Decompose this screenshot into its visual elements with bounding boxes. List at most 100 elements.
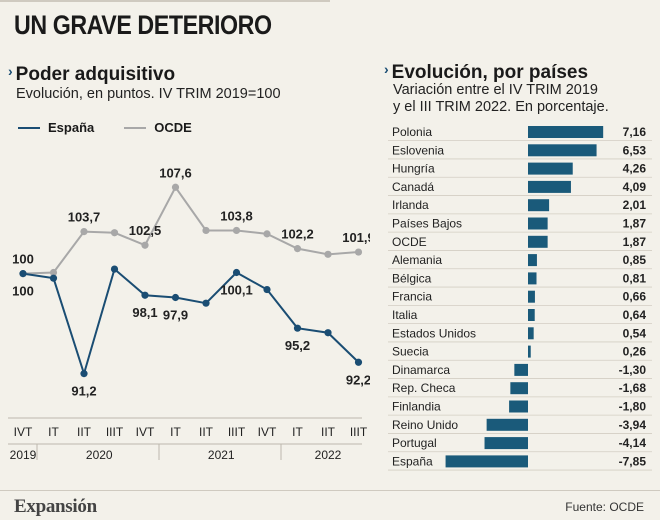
x-tick-label: IIT: [199, 425, 214, 439]
bar: [528, 235, 548, 248]
data-point-oecd: [354, 248, 363, 256]
value-label: 0,85: [623, 253, 647, 267]
value-label: 0,64: [623, 308, 647, 322]
right-title-text: Evolución, por países: [391, 62, 589, 83]
data-label-spain: 92,2: [346, 372, 370, 387]
value-label: 1,87: [623, 235, 647, 249]
category-label: Suecia: [392, 345, 429, 359]
bar: [445, 455, 528, 468]
line-chart: 100 91,2 98,1 97,9 100,1 95,2 92,2 100 103,7 102,…: [8, 165, 370, 462]
value-label: -3,94: [619, 418, 647, 432]
bar: [528, 180, 571, 193]
data-point-oecd: [202, 226, 210, 235]
bar: [514, 363, 528, 376]
data-label-oecd: 103,7: [68, 210, 101, 225]
category-label: España: [392, 454, 433, 468]
chevron-icon: ›: [8, 63, 13, 79]
x-tick-label: IIIT: [228, 425, 246, 439]
x-tick-label: IT: [48, 425, 59, 439]
category-label: Portugal: [392, 436, 437, 450]
data-point-oecd: [232, 226, 241, 235]
data-label-spain: 98,1: [132, 305, 157, 320]
value-label: 6,53: [623, 143, 647, 157]
brand-logo: Expansión: [14, 496, 97, 517]
data-label-spain: 100,1: [220, 283, 253, 298]
x-tick-label: IIIT: [106, 425, 124, 439]
data-point-spain: [141, 291, 149, 299]
legend-label-oecd: OCDE: [154, 120, 192, 135]
category-label: Hungría: [392, 162, 435, 176]
bar: [509, 400, 528, 413]
value-label: 0,26: [623, 345, 647, 359]
category-label: Rep. Checa: [392, 381, 456, 395]
legend-label-spain: España: [48, 120, 95, 135]
bar: [484, 437, 528, 450]
value-label: -1,68: [619, 381, 647, 395]
left-panel-title: › Poder adquisitivo: [8, 63, 176, 86]
bar-chart: Polonia 7,16 Eslovenia 6,53 Hungría 4,26 Canad…: [388, 125, 652, 471]
bar: [528, 144, 597, 157]
bar: [528, 290, 535, 303]
category-label: Italia: [392, 308, 418, 322]
category-label: Países Bajos: [392, 217, 462, 231]
category-label: Alemania: [392, 253, 442, 267]
bar: [510, 382, 528, 395]
value-label: 0,66: [623, 290, 647, 304]
category-label: Irlanda: [392, 198, 429, 212]
x-tick-label: IVT: [136, 425, 155, 439]
x-tick-label: IVT: [14, 425, 33, 439]
x-tick-label: IVT: [258, 425, 277, 439]
x-tick-label: IIT: [77, 425, 92, 439]
data-label-oecd: 101,9: [342, 230, 370, 245]
value-label: 7,16: [623, 125, 647, 139]
value-label: -4,14: [619, 436, 647, 450]
data-point-oecd: [263, 230, 271, 238]
left-panel-subtitle: Evolución, en puntos. IV TRIM 2019=100: [16, 86, 281, 102]
data-point-spain: [171, 293, 180, 302]
category-label: Finlandia: [392, 400, 441, 414]
data-label-spain: 95,2: [285, 338, 310, 353]
data-point-oecd: [324, 250, 332, 258]
category-label: Bélgica: [392, 271, 432, 285]
category-label: Canadá: [392, 180, 434, 194]
data-label-oecd: 102,5: [129, 223, 162, 238]
data-point-spain: [49, 274, 58, 282]
category-label: OCDE: [392, 235, 427, 249]
year-label: 2020: [86, 448, 113, 462]
value-label: -7,85: [619, 454, 647, 468]
data-point-spain: [263, 285, 271, 294]
value-label: 0,81: [623, 271, 647, 285]
category-label: Francia: [392, 290, 432, 304]
top-rule: [0, 0, 330, 2]
data-point-oecd: [293, 245, 302, 253]
bar: [528, 126, 604, 138]
legend-swatch-spain: [18, 126, 40, 129]
value-label: 1,87: [623, 217, 647, 231]
bar: [528, 272, 537, 285]
legend-swatch-oecd: [124, 126, 147, 129]
data-label-spain: 100: [12, 284, 34, 299]
left-title-text: Poder adquisitivo: [15, 64, 176, 85]
year-label: 2022: [315, 448, 342, 462]
data-label-oecd: 103,8: [220, 208, 253, 223]
legend-item-spain: España: [18, 120, 94, 135]
category-label: Dinamarca: [392, 363, 450, 377]
data-point-oecd: [141, 241, 149, 249]
data-label-spain: 91,2: [71, 384, 96, 399]
data-point-oecd: [80, 227, 88, 236]
bar: [528, 327, 534, 340]
value-label: 0,54: [623, 326, 647, 340]
value-label: 2,01: [623, 198, 647, 212]
x-tick-label: IT: [292, 425, 303, 439]
year-label: 2019: [10, 448, 37, 462]
value-label: -1,80: [619, 400, 647, 414]
bar: [528, 309, 535, 321]
right-subtitle-line-2: y el III TRIM 2022. En porcentaje.: [393, 99, 609, 115]
data-point-spain: [19, 270, 27, 278]
chevron-icon: ›: [384, 61, 389, 77]
category-label: Reino Unido: [392, 418, 458, 432]
line-chart-legend: España OCDE: [18, 120, 222, 135]
value-label: -1,30: [619, 363, 647, 377]
footer-rule: [0, 490, 660, 491]
x-tick-label: IIIT: [350, 425, 368, 439]
